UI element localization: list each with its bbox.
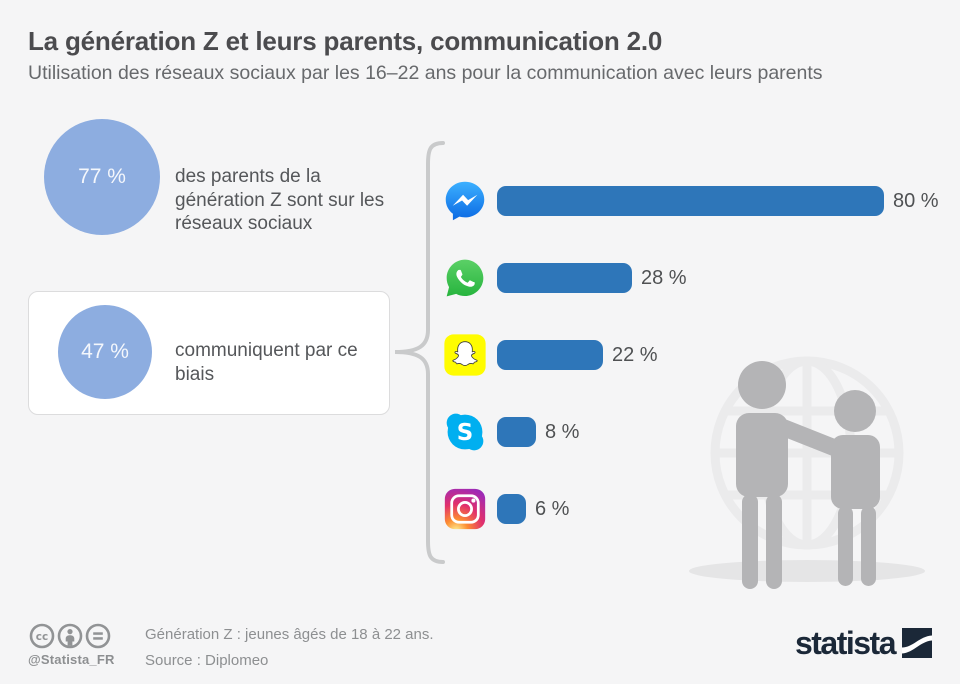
stat-circle-communicate: 47 % [58,305,152,399]
cc-icon [29,623,55,649]
bar-fill [497,263,632,293]
svg-text:cc: cc [36,631,48,643]
stat-text-parents: des parents de la génération Z sont sur … [175,166,385,235]
bar-value-label: 6 % [535,497,570,520]
statista-logo: statista [794,625,932,661]
cc-license-icons: cc [29,623,111,649]
whatsapp-icon [446,259,484,297]
ground-shadow [689,560,925,582]
attribution-icon [57,623,83,649]
snapchat-icon [444,334,486,376]
bar-row: 22 % [443,333,658,377]
bar-row: 28 % [443,256,687,300]
source-note: Source : Diplomeo [145,652,269,669]
brace-connector [394,141,445,564]
twitter-handle: @Statista_FR [28,652,115,667]
messenger-icon [445,181,485,221]
statista-logo-icon [902,628,932,658]
bar-value-label: 8 % [545,420,580,443]
bar-fill [497,494,526,524]
instagram-icon [444,488,486,530]
bar-fill [497,340,603,370]
page-title: La génération Z et leurs parents, commun… [28,26,663,56]
bar-row: S 8 % [443,410,579,454]
svg-text:S: S [457,420,474,446]
bar-fill [497,417,536,447]
equals-icon [85,623,111,649]
stat-value: 77 % [78,165,126,188]
bar-value-label: 28 % [641,266,687,289]
statista-wordmark: statista [794,625,897,661]
skype-icon: S [446,413,484,451]
bar-fill [497,186,884,216]
page-subtitle: Utilisation des réseaux sociaux par les … [28,62,823,84]
stat-value: 47 % [81,340,129,363]
stat-text-communicate: communiquent par ce biais [175,340,358,385]
bar-row: 6 % [443,487,569,531]
parent-child-figures [736,361,880,589]
globe-people-illustration [689,356,925,589]
footnote: Génération Z : jeunes âgés de 18 à 22 an… [145,626,434,643]
bar-value-label: 22 % [612,343,658,366]
stat-circle-parents: 77 % [44,119,160,235]
bar-row: 80 % [443,179,939,223]
bar-value-label: 80 % [893,189,939,212]
